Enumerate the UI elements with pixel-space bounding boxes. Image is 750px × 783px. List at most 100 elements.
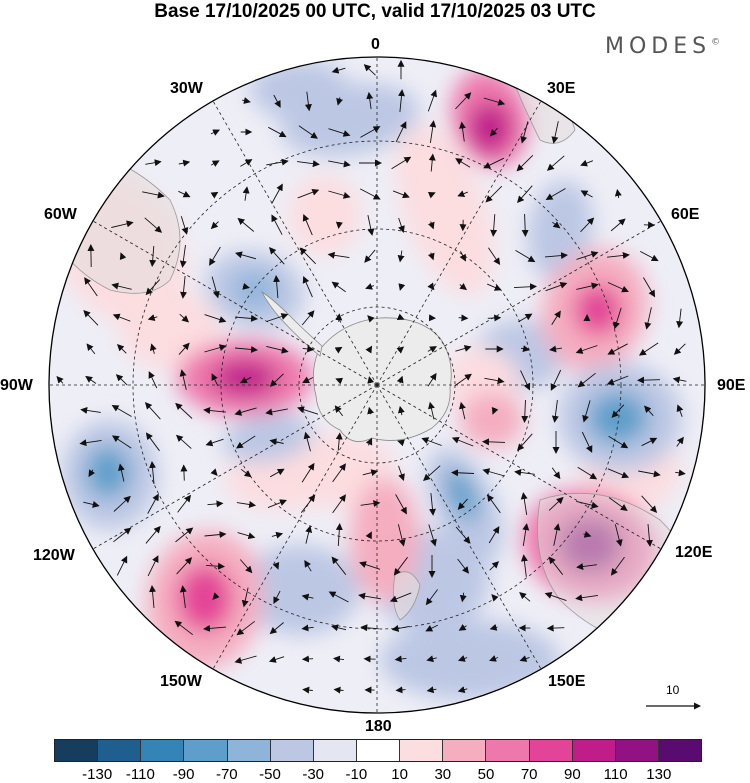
colorbar-swatch bbox=[55, 740, 99, 761]
wind-vector bbox=[56, 375, 64, 384]
wind-vector bbox=[204, 314, 227, 323]
wind-vector bbox=[516, 154, 534, 172]
wind-vector bbox=[149, 343, 157, 354]
wind-vector bbox=[550, 369, 562, 391]
wind-vector bbox=[638, 470, 661, 478]
wind-vector bbox=[301, 593, 314, 601]
colorbar-swatch bbox=[615, 740, 659, 761]
anomaly-negative-115w bbox=[86, 446, 130, 498]
wind-vector bbox=[80, 406, 101, 414]
wind-vector bbox=[234, 407, 257, 416]
wind-vector bbox=[518, 313, 533, 323]
wind-vector bbox=[358, 592, 381, 600]
colorbar-tick-label: 10 bbox=[391, 766, 408, 783]
wind-vector bbox=[211, 276, 220, 299]
wind-vector bbox=[179, 245, 187, 268]
wind-vector bbox=[335, 377, 344, 385]
wind-vector bbox=[174, 620, 193, 636]
wind-vector bbox=[205, 562, 225, 570]
wind-vector bbox=[544, 592, 567, 602]
wind-vector bbox=[546, 155, 565, 171]
wind-vector bbox=[545, 188, 566, 201]
wind-vector bbox=[331, 66, 346, 74]
wind-vector bbox=[112, 313, 131, 322]
wind-vector bbox=[145, 159, 162, 167]
wind-vector bbox=[427, 252, 435, 261]
colorbar-tick-label: 110 bbox=[603, 766, 628, 783]
wind-vector bbox=[115, 374, 128, 386]
wind-vector bbox=[271, 531, 284, 539]
wind-vector bbox=[273, 590, 281, 604]
longitude-label-180: 180 bbox=[365, 718, 392, 735]
antarctica-landmass bbox=[313, 317, 452, 442]
wind-vector bbox=[457, 558, 470, 574]
colorbar-swatch bbox=[184, 740, 228, 761]
wind-vector bbox=[144, 217, 163, 233]
wind-vector bbox=[396, 375, 404, 384]
wind-vector bbox=[426, 686, 437, 694]
wind-vector bbox=[482, 468, 505, 477]
wind-vector bbox=[491, 406, 499, 415]
wind-vector bbox=[79, 439, 102, 447]
wind-vector bbox=[576, 500, 599, 509]
colorbar-tick-label: 30 bbox=[434, 766, 452, 783]
graticule bbox=[49, 57, 705, 713]
wind-vector bbox=[300, 494, 316, 513]
wind-vector bbox=[334, 405, 344, 417]
wind-vector bbox=[235, 435, 256, 449]
wind-vector bbox=[641, 437, 658, 447]
wind-vector bbox=[85, 375, 97, 384]
wind-vector bbox=[514, 469, 535, 476]
wind-vector bbox=[607, 468, 630, 479]
wind-vector bbox=[427, 346, 437, 353]
brand-text: MODES bbox=[605, 34, 712, 59]
wind-vector bbox=[266, 313, 289, 322]
wind-vector bbox=[459, 592, 467, 603]
wind-vector bbox=[302, 376, 314, 383]
modes-logo: MODES© bbox=[605, 34, 720, 59]
wind-vector bbox=[428, 401, 435, 420]
wind-vector bbox=[84, 277, 98, 297]
wind-vector bbox=[242, 282, 250, 290]
wind-vector bbox=[268, 656, 285, 663]
wind-vector bbox=[520, 345, 530, 353]
wind-vector bbox=[176, 557, 193, 575]
wind-vector bbox=[517, 433, 533, 451]
wind-vector bbox=[520, 492, 528, 515]
wind-vector-field bbox=[56, 59, 687, 694]
wind-vector bbox=[551, 310, 561, 325]
colorbar-tick-label: -130 bbox=[82, 766, 113, 783]
wind-vector bbox=[301, 624, 314, 632]
wind-vector bbox=[427, 221, 435, 230]
wind-vector bbox=[575, 345, 598, 354]
colorbar-swatch bbox=[313, 740, 357, 761]
longitude-label-120w: 120W bbox=[33, 547, 75, 564]
wind-vector bbox=[613, 307, 622, 330]
wind-vector bbox=[212, 592, 220, 600]
wind-vector bbox=[336, 97, 343, 106]
wind-vector bbox=[328, 160, 351, 168]
wind-vector bbox=[457, 686, 468, 693]
anomaly-positive-150w bbox=[177, 564, 233, 632]
wind-vector bbox=[236, 620, 255, 636]
longitude-label-90w: 90W bbox=[0, 377, 33, 394]
wind-vector bbox=[179, 313, 190, 323]
wind-vector bbox=[359, 188, 381, 200]
anomaly-positive-90w bbox=[213, 360, 277, 396]
anomaly-negative-150e bbox=[444, 468, 480, 522]
wind-vector bbox=[458, 624, 467, 631]
wind-vector bbox=[425, 589, 438, 606]
wind-vector bbox=[297, 188, 320, 199]
wind-vector bbox=[203, 624, 227, 632]
wind-vector bbox=[273, 94, 281, 108]
wind-vector bbox=[301, 462, 315, 483]
wind-vector bbox=[234, 345, 258, 353]
wind-vector bbox=[520, 121, 529, 144]
colorbar-tick-label: -110 bbox=[125, 766, 155, 783]
wind-vector bbox=[88, 469, 96, 478]
wind-vector bbox=[398, 465, 405, 482]
chart-title: Base 17/10/2025 00 UTC, valid 17/10/2025… bbox=[154, 1, 596, 22]
wind-vector bbox=[265, 408, 288, 416]
wind-vector bbox=[397, 524, 406, 547]
